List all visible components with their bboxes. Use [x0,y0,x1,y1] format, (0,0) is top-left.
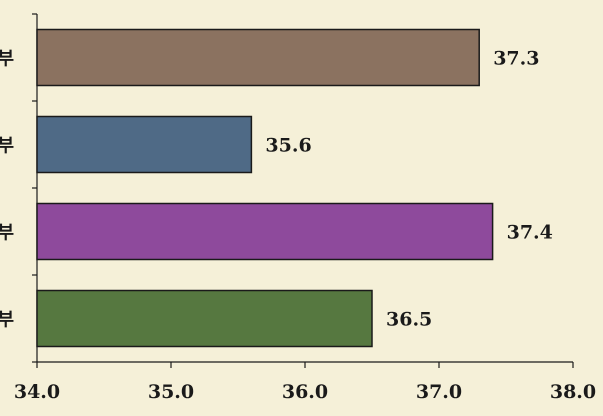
x-tick-label: 36.0 [282,381,328,403]
data-label: 35.6 [265,135,311,157]
x-tick-label: 37.0 [416,381,462,403]
category-label: 부 [0,136,14,157]
bar [36,289,373,348]
bar [36,115,253,174]
category-label: 부 [0,310,14,331]
category-label: 부 [0,223,14,244]
x-tick-label: 35.0 [148,381,194,403]
x-tick-label: 34.0 [14,381,60,403]
category-label: 부 [0,49,14,70]
bar [36,28,480,87]
bar [36,202,494,261]
labels: 34.0 35.0 36.0 37.0 38.0 37.3 부 35.6 부 37.4 부 36.5 부 [0,48,596,404]
x-tick-label: 38.0 [550,381,596,403]
data-label: 37.4 [507,222,553,244]
data-label: 37.3 [493,48,539,70]
bars [36,28,494,348]
data-label: 36.5 [386,309,432,331]
